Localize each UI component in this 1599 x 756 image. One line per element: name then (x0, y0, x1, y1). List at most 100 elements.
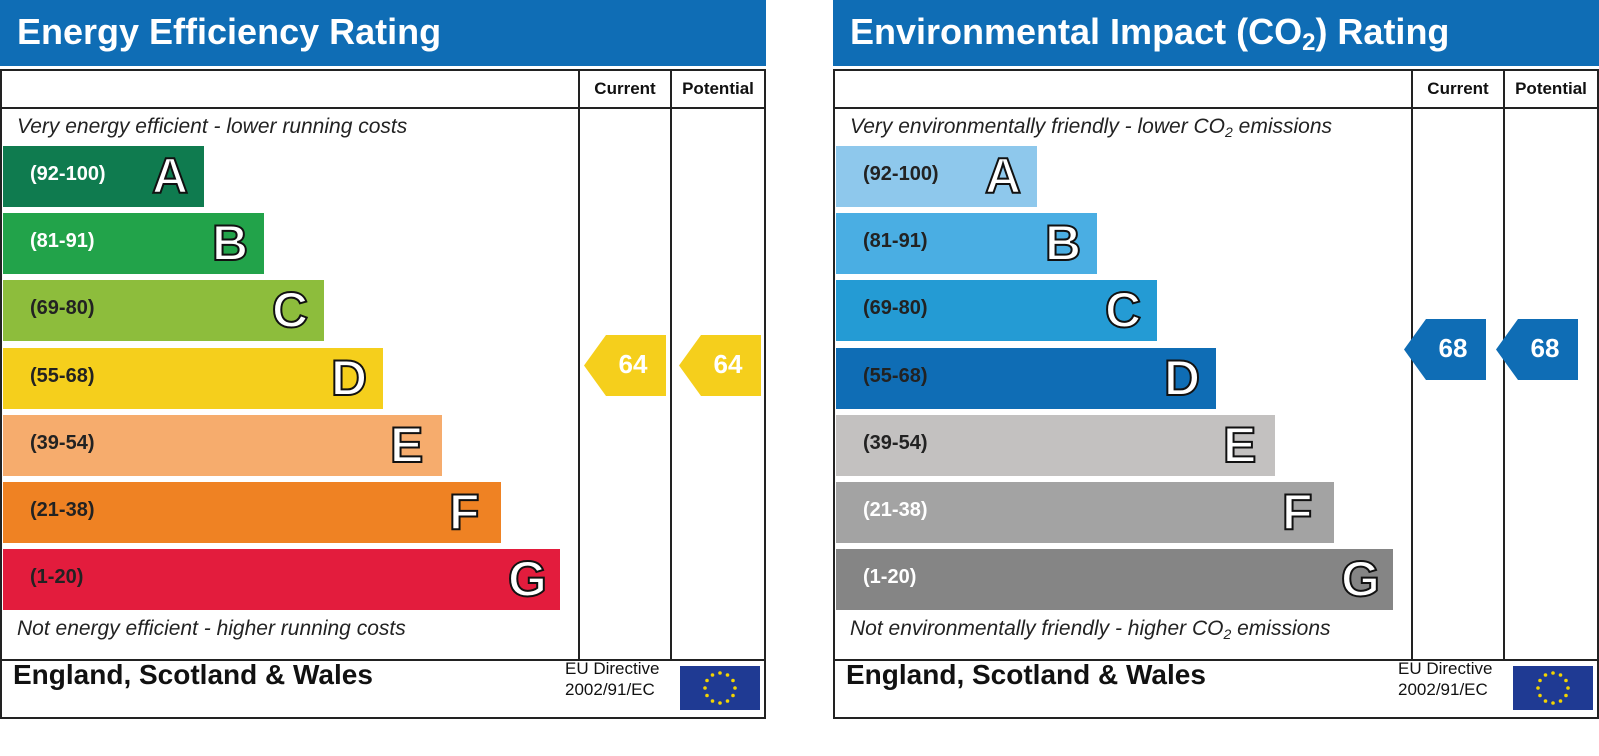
bottom-note-subscript: 2 (1223, 626, 1232, 642)
eu-star-icon (1543, 699, 1548, 703)
title-bar: Energy Efficiency Rating (0, 0, 766, 66)
potential-rating-arrow: 68 (1496, 319, 1578, 380)
eu-star-icon (1536, 686, 1540, 690)
chart-title: Environmental Impact (CO2) Rating (850, 11, 1449, 57)
band-letter: G (507, 550, 548, 608)
eu-star-icon (1566, 686, 1570, 690)
column-header-potential: Potential (1515, 79, 1587, 98)
band-f: (21-38) F (3, 482, 501, 543)
band-range-label: (1-20) (30, 566, 84, 588)
band-letter: E (1222, 416, 1257, 474)
current-rating-arrow: 64 (584, 335, 666, 396)
column-header-current: Current (594, 79, 656, 98)
band-range-label: (69-80) (30, 297, 95, 319)
rating-value: 64 (618, 349, 648, 379)
band-letter: F (1281, 483, 1314, 541)
eu-directive-line2: 2002/91/EC (1398, 680, 1488, 699)
eu-flag-icon (1513, 666, 1593, 710)
footer-divider (2, 659, 764, 661)
band-letter: A (151, 147, 189, 205)
column-divider (578, 71, 580, 661)
top-note-subscript: 2 (1225, 124, 1233, 140)
band-letter: E (389, 416, 424, 474)
band-d: (55-68) D (836, 348, 1216, 409)
eu-star-icon (1558, 673, 1563, 677)
eu-star-icon (733, 686, 737, 690)
band-letter: F (448, 483, 481, 541)
eu-star-icon (710, 673, 715, 677)
footer-divider (835, 659, 1597, 661)
band-b: (81-91) B (836, 213, 1097, 274)
band-e: (39-54) E (3, 415, 442, 476)
band-range-label: (92-100) (863, 163, 939, 185)
top-note-main: Very environmentally friendly - lower CO (850, 115, 1226, 138)
chart-frame: Current Potential Very energy efficient … (0, 69, 766, 719)
band-letter: G (1340, 550, 1381, 608)
eu-star-icon (1558, 699, 1563, 703)
eu-star-icon (705, 693, 709, 698)
eu-star-icon (718, 701, 722, 705)
eu-star-icon (1538, 678, 1542, 683)
band-letter: D (330, 349, 368, 407)
band-letter: D (1163, 349, 1201, 407)
rating-value: 68 (1530, 333, 1560, 363)
column-header-current: Current (1427, 79, 1489, 98)
band-range-label: (55-68) (863, 365, 928, 387)
environmental-impact-panel: Environmental Impact (CO2) Rating Curren… (833, 0, 1599, 719)
eu-star-icon (718, 671, 722, 675)
rating-arrow-shape (679, 335, 761, 396)
band-e: (39-54) E (836, 415, 1275, 476)
eu-star-icon (705, 678, 709, 683)
eu-star-icon (1543, 673, 1548, 677)
band-range-label: (92-100) (30, 163, 106, 185)
title-main: Environmental Impact (CO (850, 11, 1303, 52)
band-g: (1-20) G (3, 549, 560, 610)
header-divider (2, 107, 764, 109)
eu-star-icon (725, 673, 730, 677)
top-note-end: emissions (1232, 115, 1333, 138)
column-header-potential: Potential (682, 79, 754, 98)
eu-star-icon (1564, 678, 1568, 683)
bottom-note-end: emissions (1231, 617, 1331, 640)
band-d: (55-68) D (3, 348, 383, 409)
bottom-note: Not energy efficient - higher running co… (17, 617, 406, 640)
eu-directive-line2: 2002/91/EC (565, 680, 655, 699)
eu-directive-line1: EU Directive (565, 659, 660, 678)
eu-star-icon (1551, 701, 1555, 705)
band-c: (69-80) C (836, 280, 1157, 341)
eu-directive: EU Directive 2002/91/EC (565, 658, 659, 700)
band-letter: C (271, 281, 309, 339)
band-range-label: (55-68) (30, 365, 95, 387)
column-divider (1411, 71, 1413, 661)
band-c: (69-80) C (3, 280, 324, 341)
eu-star-icon (710, 699, 715, 703)
top-note: Very environmentally friendly - lower CO… (850, 115, 1332, 140)
chart-frame: Current Potential Very environmentally f… (833, 69, 1599, 719)
title-end: ) Rating (1315, 11, 1450, 52)
band-letter: A (984, 147, 1022, 205)
band-g: (1-20) G (836, 549, 1393, 610)
band-range-label: (21-38) (863, 499, 928, 521)
band-b: (81-91) B (3, 213, 264, 274)
eu-star-icon (1564, 693, 1568, 698)
eu-star-icon (1551, 671, 1555, 675)
eu-directive: EU Directive 2002/91/EC (1398, 658, 1492, 700)
column-divider (1503, 71, 1505, 661)
eu-star-icon (703, 686, 707, 690)
band-range-label: (81-91) (30, 230, 95, 252)
band-range-label: (39-54) (863, 432, 928, 454)
eu-star-icon (725, 699, 730, 703)
eu-flag-icon (680, 666, 760, 710)
header-divider (835, 107, 1597, 109)
band-a: (92-100) A (3, 146, 204, 207)
rating-arrow-shape (1496, 319, 1578, 380)
potential-rating-arrow: 64 (679, 335, 761, 396)
chart-title: Energy Efficiency Rating (17, 11, 442, 52)
band-letter: C (1104, 281, 1142, 339)
band-range-label: (39-54) (30, 432, 95, 454)
bottom-note-main: Not environmentally friendly - higher CO (850, 617, 1224, 640)
footer-region: England, Scotland & Wales (13, 659, 373, 690)
title-subscript: 2 (1302, 29, 1316, 56)
rating-value: 64 (713, 349, 743, 379)
footer-region: England, Scotland & Wales (846, 659, 1206, 690)
